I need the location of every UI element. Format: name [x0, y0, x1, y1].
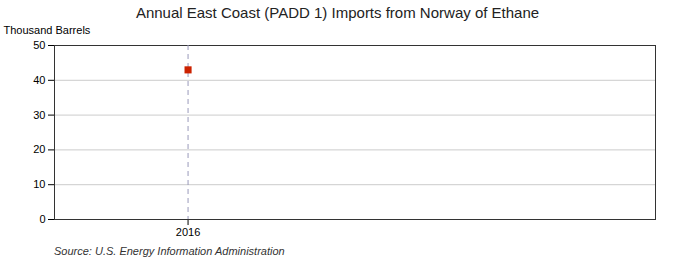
svg-text:0: 0 [39, 213, 45, 225]
svg-text:30: 30 [33, 109, 45, 121]
svg-text:50: 50 [33, 39, 45, 51]
html-text:Source: U.S. Energy Informatio: Source: U.S. Energy Information Administ… [54, 245, 285, 257]
svg-text:20: 20 [33, 143, 45, 155]
html-text:Annual East Coast (PADD 1) Imp: Annual East Coast (PADD 1) Imports from … [135, 4, 540, 21]
svg-text:Thousand Barrels: Thousand Barrels [4, 24, 91, 36]
svg-text:2016: 2016 [176, 226, 200, 238]
svg-text:40: 40 [33, 74, 45, 86]
svg-text:10: 10 [33, 178, 45, 190]
